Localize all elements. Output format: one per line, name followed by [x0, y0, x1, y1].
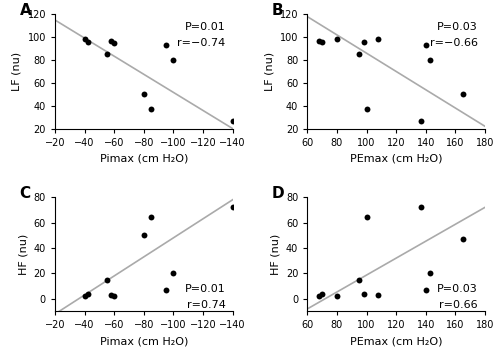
Point [374, 292, 382, 298]
Point [362, 106, 370, 112]
Point [170, 271, 177, 276]
Point [459, 236, 467, 242]
Y-axis label: HF (nu): HF (nu) [18, 234, 28, 275]
Point [228, 204, 236, 210]
Point [110, 40, 118, 46]
Point [162, 42, 170, 48]
Point [422, 287, 430, 293]
Point [228, 118, 236, 124]
Point [162, 287, 170, 293]
Text: r=−0.74: r=−0.74 [178, 38, 226, 48]
Point [170, 57, 177, 63]
Point [362, 215, 370, 221]
Point [360, 39, 368, 45]
Text: r=−0.66: r=−0.66 [430, 38, 478, 48]
Point [355, 277, 363, 282]
Y-axis label: LF (nu): LF (nu) [264, 52, 274, 91]
Point [318, 291, 326, 296]
Point [84, 291, 92, 296]
Point [360, 291, 368, 296]
Point [426, 57, 434, 63]
Text: P=0.01: P=0.01 [185, 284, 226, 294]
Text: P=0.03: P=0.03 [437, 22, 478, 32]
Point [110, 293, 118, 299]
Point [355, 52, 363, 57]
Text: C: C [20, 186, 30, 201]
Point [426, 271, 434, 276]
Point [374, 37, 382, 42]
Text: D: D [272, 186, 284, 201]
Point [459, 91, 467, 97]
X-axis label: Pimax (cm H₂O): Pimax (cm H₂O) [100, 336, 188, 346]
X-axis label: PEmax (cm H₂O): PEmax (cm H₂O) [350, 153, 442, 163]
Point [84, 39, 92, 45]
Point [422, 42, 430, 48]
Text: r=0.74: r=0.74 [186, 300, 226, 310]
Point [315, 293, 323, 299]
Point [418, 118, 426, 124]
Point [318, 39, 326, 45]
X-axis label: PEmax (cm H₂O): PEmax (cm H₂O) [350, 336, 442, 346]
Point [333, 293, 341, 299]
X-axis label: Pimax (cm H₂O): Pimax (cm H₂O) [100, 153, 188, 163]
Point [80, 37, 88, 42]
Point [103, 277, 111, 282]
Point [103, 52, 111, 57]
Point [147, 106, 155, 112]
Text: P=0.01: P=0.01 [185, 22, 226, 32]
Point [108, 38, 116, 43]
Text: B: B [272, 3, 283, 18]
Text: A: A [20, 3, 31, 18]
Point [147, 215, 155, 221]
Point [418, 204, 426, 210]
Text: r=0.66: r=0.66 [440, 300, 478, 310]
Point [333, 37, 341, 42]
Point [140, 232, 148, 238]
Y-axis label: HF (nu): HF (nu) [270, 234, 280, 275]
Point [315, 38, 323, 43]
Point [80, 293, 88, 299]
Text: P=0.03: P=0.03 [437, 284, 478, 294]
Point [108, 292, 116, 298]
Y-axis label: LF (nu): LF (nu) [12, 52, 22, 91]
Point [140, 91, 148, 97]
